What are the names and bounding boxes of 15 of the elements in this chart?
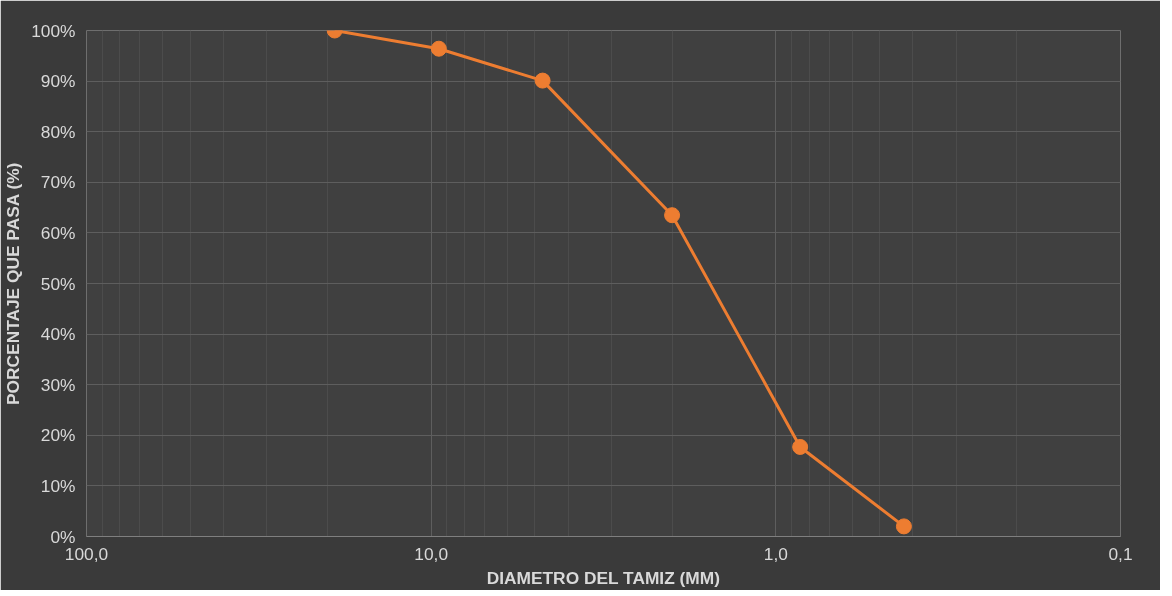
y-tick-label: 30% [40,374,76,395]
x-tick-label: 10,0 [414,543,449,564]
x-axis-title: DIAMETRO DEL TAMIZ (MM) [486,567,720,588]
y-tick-label: 10% [40,475,76,496]
y-tick-label: 70% [40,172,76,193]
x-tick-label: 1,0 [763,543,788,564]
y-tick-label: 50% [40,273,76,294]
y-tick-label: 40% [40,324,76,345]
y-tick-label: 80% [40,121,76,142]
y-tick-label: 60% [40,222,76,243]
x-tick-label: 0,1 [1108,543,1133,564]
y-tick-label: 90% [40,71,76,92]
y-tick-label: 100% [31,20,76,41]
y-axis-title: PORCENTAJE QUE PASA (%) [3,162,24,405]
y-tick-label: 20% [40,425,76,446]
